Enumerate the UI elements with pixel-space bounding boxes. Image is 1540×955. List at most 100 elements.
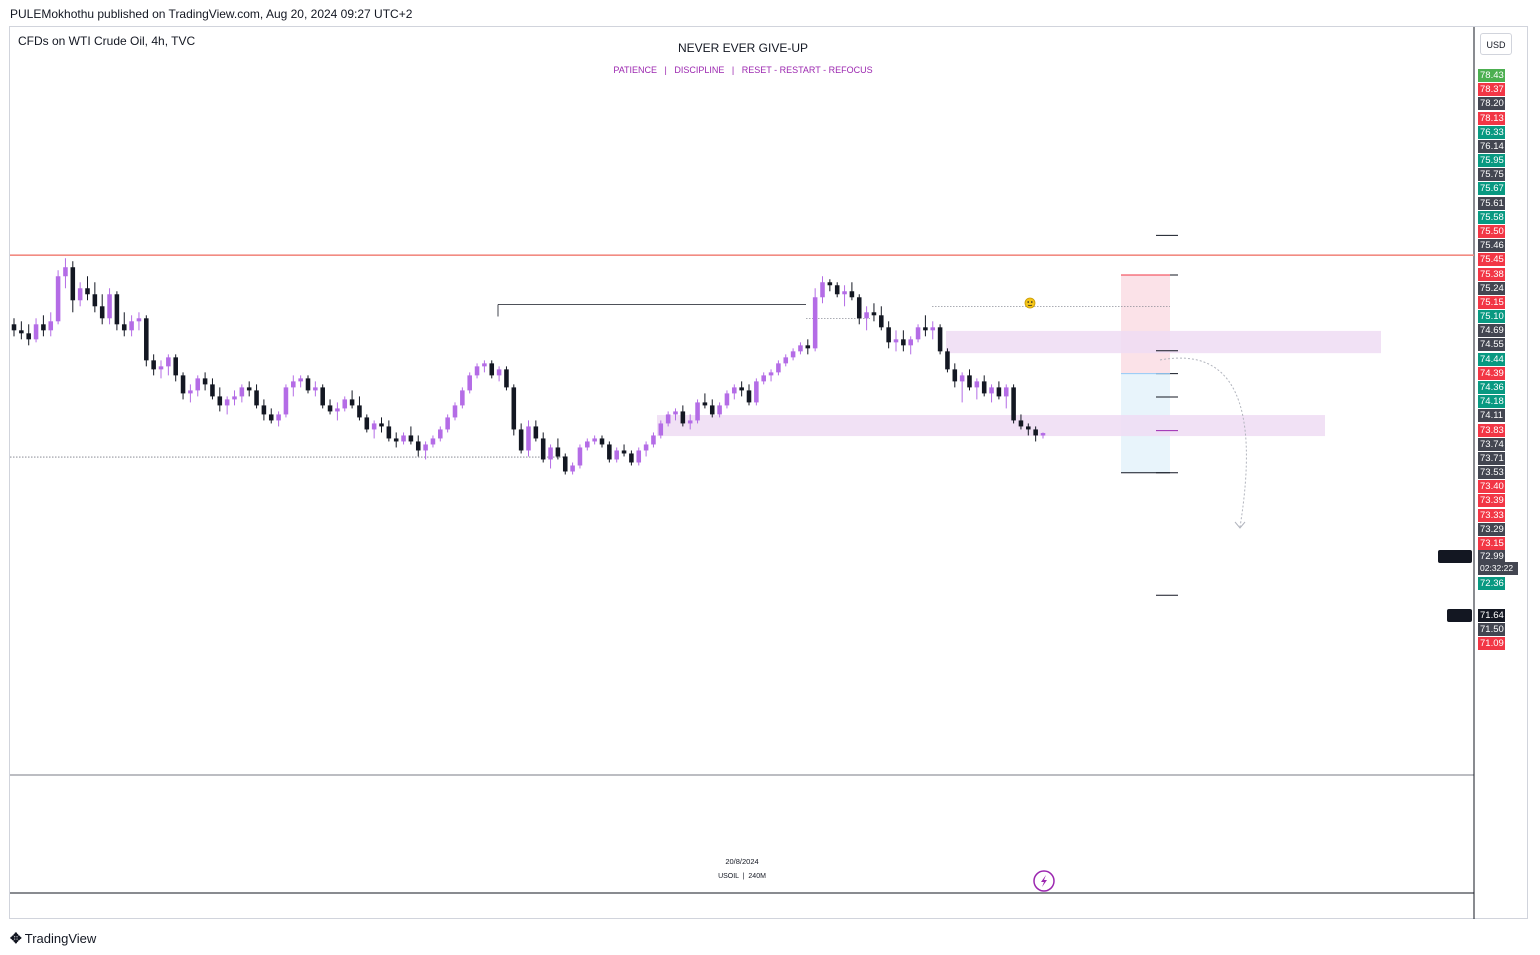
candle-body — [166, 357, 171, 367]
candle-body — [599, 438, 605, 445]
price-tag: 75.46 — [1478, 239, 1505, 253]
candle-body — [717, 405, 722, 415]
price-tag: 75.38 — [1478, 267, 1505, 281]
price-tag: 73.83 — [1478, 423, 1505, 437]
candle-body — [129, 321, 134, 331]
candle-body — [842, 291, 847, 295]
candle-body — [342, 399, 348, 409]
candle-body — [41, 324, 46, 331]
vi-zone — [946, 330, 1381, 354]
candle-body — [276, 414, 281, 421]
projection-arrowhead — [1234, 521, 1246, 529]
low-tag — [1447, 609, 1472, 622]
chart-title: NEVER EVER GIVE-UP — [678, 41, 808, 55]
candle-body — [989, 387, 994, 394]
candle-body — [783, 357, 789, 364]
candle-body — [981, 381, 987, 394]
candle-body — [320, 387, 325, 406]
candle-body — [702, 402, 708, 406]
candle-body — [923, 327, 928, 331]
candle-body — [217, 396, 223, 406]
candle-body — [305, 378, 311, 391]
candle-body — [474, 366, 480, 376]
candle-body — [864, 312, 869, 319]
tradingview-logo[interactable]: ✥ TradingView — [10, 930, 96, 947]
candle-body — [790, 351, 796, 358]
candle-body — [614, 450, 619, 460]
candle-body — [827, 282, 833, 286]
chart-frame — [9, 26, 1528, 919]
candle-body — [724, 393, 730, 406]
candle-body — [732, 387, 737, 394]
candle-body — [496, 369, 502, 376]
price-scale[interactable]: 78.43 78.37 78.20 78.13 76.33 76.14 75.95 75.75… — [1478, 0, 1518, 955]
candle-body — [48, 321, 54, 331]
candle-body — [879, 315, 884, 328]
price-tag: 73.15 — [1478, 536, 1505, 550]
footer-date: 20/8/2024 — [725, 857, 758, 866]
candle-body — [562, 456, 568, 472]
candle-body — [261, 405, 267, 415]
candle-body — [349, 399, 355, 406]
low-tag-bg — [1447, 609, 1472, 622]
candle-body — [739, 387, 744, 391]
candle-body — [673, 411, 678, 415]
candle-body — [908, 339, 913, 346]
candle-body — [430, 438, 436, 445]
candle-body — [768, 372, 774, 376]
current-symbol-bg — [1438, 550, 1472, 563]
tv-logo-icon: ✥ — [10, 930, 22, 946]
candle-body — [371, 423, 377, 430]
candle-body — [19, 330, 24, 334]
candle-body — [621, 450, 627, 454]
candle-body — [607, 444, 612, 460]
candle-body — [460, 390, 465, 406]
candle-body — [55, 276, 61, 322]
candle-body — [364, 417, 370, 430]
price-tag: 75.10 — [1478, 310, 1505, 324]
current-symbol-tag — [1438, 550, 1472, 563]
price-tag: 74.18 — [1478, 395, 1505, 409]
price-tag: 73.40 — [1478, 480, 1505, 494]
price-tag: 75.95 — [1478, 154, 1505, 168]
projection-arrow — [1159, 357, 1247, 528]
candle-body — [232, 396, 237, 400]
candle-body — [452, 405, 458, 418]
candle-body — [158, 366, 164, 370]
candle-body — [856, 297, 862, 319]
candle-body — [239, 387, 245, 397]
price-tag: 73.39 — [1478, 494, 1505, 508]
candle-body — [114, 294, 120, 325]
price-tag: 75.58 — [1478, 210, 1505, 224]
candle-body — [1011, 387, 1016, 421]
candle-body — [445, 417, 450, 430]
price-tag: 76.33 — [1478, 125, 1505, 139]
candle-body — [526, 426, 531, 451]
price-tag: 73.71 — [1478, 451, 1505, 465]
lightning-icon[interactable] — [1033, 870, 1055, 892]
price-tag: 75.15 — [1478, 295, 1505, 309]
price-tag: 78.37 — [1478, 83, 1505, 97]
candle-body — [901, 339, 906, 346]
candle-body — [246, 387, 252, 391]
emoji-icon — [1024, 297, 1036, 309]
candle-body — [504, 369, 509, 388]
candle-body — [63, 267, 68, 277]
candle-body — [665, 414, 671, 424]
currency-button[interactable]: USD — [1480, 33, 1512, 55]
price-tag: 73.53 — [1478, 466, 1505, 480]
candle-body — [180, 375, 186, 394]
price-tag: 74.44 — [1478, 352, 1505, 366]
candle-body — [687, 420, 693, 424]
premium-zone — [1121, 275, 1170, 374]
candle-body — [489, 363, 495, 376]
candle-body — [254, 390, 259, 406]
price-tag: 72.36 — [1478, 577, 1505, 590]
candle-body — [658, 423, 664, 436]
candle-body — [798, 345, 803, 352]
price-tag: 73.29 — [1478, 522, 1505, 536]
candle-body — [401, 435, 406, 442]
candle-body — [643, 444, 649, 451]
price-tag: 78.13 — [1478, 111, 1505, 125]
